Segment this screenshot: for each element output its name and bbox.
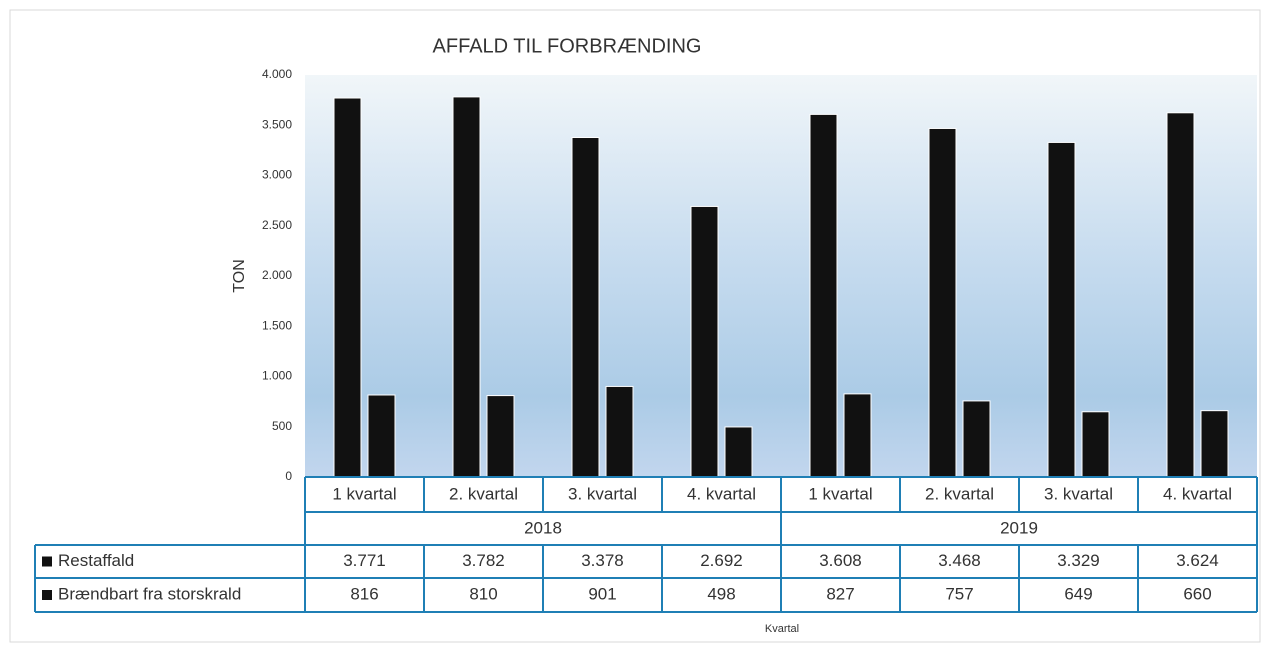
table-value: 2.692 bbox=[700, 551, 743, 570]
table-value: 757 bbox=[945, 584, 973, 603]
legend-key bbox=[42, 590, 52, 600]
x-axis-label: Kvartal bbox=[765, 623, 799, 635]
y-tick-label: 4.000 bbox=[262, 67, 292, 81]
table-value: 3.608 bbox=[819, 551, 862, 570]
bar bbox=[1081, 411, 1110, 478]
bar bbox=[333, 97, 362, 478]
bar bbox=[809, 113, 838, 478]
bar bbox=[724, 426, 753, 478]
x-tick-label: 4. kvartal bbox=[687, 484, 756, 503]
y-tick-label: 500 bbox=[272, 419, 292, 433]
table-value: 498 bbox=[707, 584, 735, 603]
bar bbox=[690, 205, 719, 478]
group-label: 2019 bbox=[1000, 518, 1038, 537]
x-tick-label: 2. kvartal bbox=[925, 484, 994, 503]
bar bbox=[452, 96, 481, 478]
bar bbox=[928, 127, 957, 478]
group-label: 2018 bbox=[524, 518, 562, 537]
legend-label: Restaffald bbox=[58, 551, 134, 570]
bar bbox=[367, 394, 396, 478]
table-value: 901 bbox=[588, 584, 616, 603]
y-tick-label: 1.000 bbox=[262, 369, 292, 383]
table-value: 649 bbox=[1064, 584, 1092, 603]
bar bbox=[605, 385, 634, 478]
table-value: 3.329 bbox=[1057, 551, 1100, 570]
y-tick-label: 1.500 bbox=[262, 318, 292, 332]
chart-frame bbox=[9, 9, 1261, 643]
x-tick-label: 3. kvartal bbox=[568, 484, 637, 503]
x-tick-label: 4. kvartal bbox=[1163, 484, 1232, 503]
table-value: 3.378 bbox=[581, 551, 624, 570]
y-tick-label: 2.500 bbox=[262, 218, 292, 232]
legend-label: Brændbart fra storskrald bbox=[58, 584, 241, 603]
bar bbox=[843, 393, 872, 478]
chart-title: AFFALD TIL FORBRÆNDING bbox=[433, 35, 702, 57]
table-value: 827 bbox=[826, 584, 854, 603]
table-value: 810 bbox=[469, 584, 497, 603]
legend-key bbox=[42, 556, 52, 567]
x-tick-label: 1 kvartal bbox=[332, 484, 396, 503]
y-tick-label: 2.000 bbox=[262, 268, 292, 282]
bar bbox=[962, 400, 991, 478]
bar bbox=[486, 395, 515, 478]
table-value: 3.782 bbox=[462, 551, 505, 570]
plot-area bbox=[305, 75, 1257, 477]
y-tick-label: 3.500 bbox=[262, 117, 292, 131]
bar bbox=[1166, 112, 1195, 478]
x-tick-label: 2. kvartal bbox=[449, 484, 518, 503]
table-value: 3.771 bbox=[343, 551, 386, 570]
bar bbox=[1047, 141, 1076, 478]
bar bbox=[1200, 410, 1229, 478]
x-tick-label: 1 kvartal bbox=[808, 484, 872, 503]
x-tick-label: 3. kvartal bbox=[1044, 484, 1113, 503]
table-value: 660 bbox=[1183, 584, 1211, 603]
y-axis-label: TON bbox=[231, 259, 248, 292]
bar bbox=[571, 137, 600, 478]
y-tick-label: 3.000 bbox=[262, 168, 292, 182]
table-value: 3.624 bbox=[1176, 551, 1219, 570]
table-value: 816 bbox=[350, 584, 378, 603]
y-tick-label: 0 bbox=[285, 469, 292, 483]
table-value: 3.468 bbox=[938, 551, 981, 570]
